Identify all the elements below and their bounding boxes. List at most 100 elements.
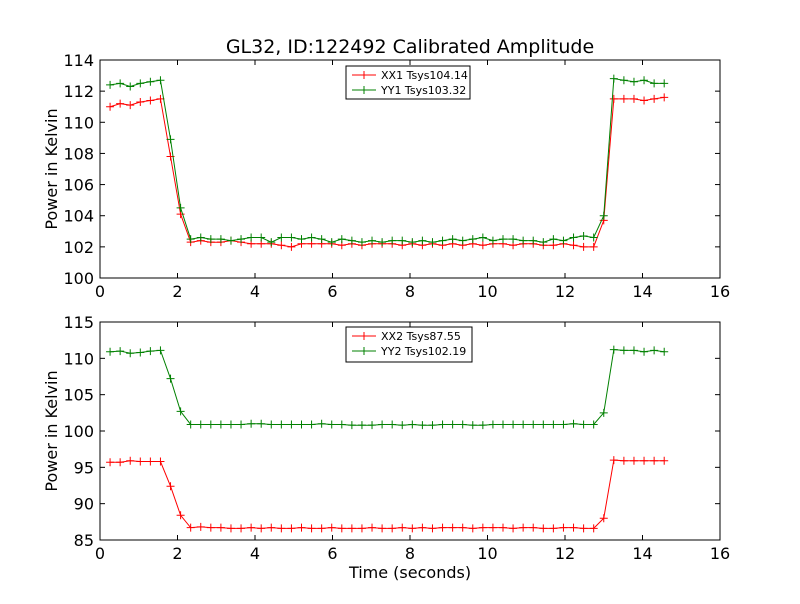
data-point (216, 420, 225, 429)
data-point (196, 522, 205, 531)
data-point (247, 523, 256, 532)
data-point (277, 420, 286, 429)
x-tick-label: 0 (95, 282, 105, 301)
y-tick-label: 106 (63, 176, 94, 195)
data-point (408, 238, 417, 247)
data-point (226, 420, 235, 429)
data-point (458, 236, 467, 245)
x-tick-label: 10 (477, 282, 497, 301)
data-point (106, 458, 115, 467)
data-point (347, 421, 356, 430)
data-point (559, 236, 568, 245)
data-point (347, 524, 356, 533)
data-point (287, 420, 296, 429)
chart-panel-1: 0 2 4 6 8 10 12 14 16 100 102 104 106 108 110 112 114 Pow… (42, 51, 730, 301)
data-point (529, 523, 538, 532)
data-point (398, 421, 407, 430)
data-point (106, 80, 115, 89)
data-point (609, 345, 618, 354)
y-tick-label: 115 (63, 313, 94, 332)
data-point (569, 233, 578, 242)
data-point (428, 238, 437, 247)
data-point (388, 236, 397, 245)
data-point (176, 407, 185, 416)
data-point (660, 93, 669, 102)
legend-marker (360, 86, 368, 94)
y-tick-label: 102 (63, 238, 94, 257)
data-point (539, 238, 548, 247)
data-point (226, 236, 235, 245)
data-point (478, 523, 487, 532)
data-point (136, 457, 145, 466)
data-point (559, 523, 568, 532)
data-point (579, 524, 588, 533)
data-point (257, 524, 266, 533)
data-point (478, 421, 487, 430)
data-point (267, 523, 276, 532)
data-point (226, 524, 235, 533)
data-point (116, 99, 125, 108)
legend: XX1 Tsys104.14 YY1 Tsys103.32 (345, 65, 471, 100)
data-point (216, 235, 225, 244)
data-point (438, 420, 447, 429)
data-point (126, 349, 135, 358)
legend-item: XX2 Tsys87.55 (352, 330, 461, 343)
data-point (237, 524, 246, 533)
data-point (166, 374, 175, 383)
data-point (650, 456, 659, 465)
legend-label: XX2 Tsys87.55 (381, 330, 461, 343)
data-point (478, 233, 487, 242)
data-point (418, 421, 427, 430)
data-point (468, 421, 477, 430)
x-tick-label: 12 (555, 544, 575, 563)
data-point (619, 76, 628, 85)
data-point (428, 421, 437, 430)
data-point (166, 482, 175, 491)
data-point (438, 236, 447, 245)
data-point (589, 242, 598, 251)
data-point (509, 524, 518, 533)
data-point (398, 236, 407, 245)
legend-box (345, 326, 473, 363)
data-point (378, 524, 387, 533)
legend-label: YY2 Tsys102.19 (380, 345, 466, 358)
data-point (216, 523, 225, 532)
data-point (337, 420, 346, 429)
data-point (488, 420, 497, 429)
data-point (116, 458, 125, 467)
data-point (589, 524, 598, 533)
legend-box (345, 65, 471, 100)
data-point (529, 420, 538, 429)
data-point (357, 238, 366, 247)
y-tick-label: 100 (63, 269, 94, 288)
data-point (650, 94, 659, 103)
data-point (368, 421, 377, 430)
x-tick-label: 10 (477, 544, 497, 563)
x-tick-label: 4 (250, 544, 260, 563)
data-point (579, 242, 588, 251)
data-point (176, 203, 185, 212)
x-tick-label: 8 (405, 544, 415, 563)
data-point (297, 420, 306, 429)
data-point (156, 346, 165, 355)
legend-item: YY1 Tsys103.32 (352, 84, 466, 97)
data-point (640, 456, 649, 465)
y-tick-label: 105 (63, 386, 94, 405)
data-point (408, 420, 417, 429)
data-point (146, 457, 155, 466)
data-point (488, 523, 497, 532)
data-point (660, 347, 669, 356)
data-point (549, 524, 558, 533)
data-point (629, 77, 638, 86)
x-tick-label: 6 (327, 282, 337, 301)
data-point (186, 420, 195, 429)
data-point (519, 420, 528, 429)
data-point (368, 236, 377, 245)
data-point (166, 135, 175, 144)
data-point (438, 523, 447, 532)
data-point (468, 235, 477, 244)
data-point (146, 77, 155, 86)
data-point (499, 420, 507, 429)
